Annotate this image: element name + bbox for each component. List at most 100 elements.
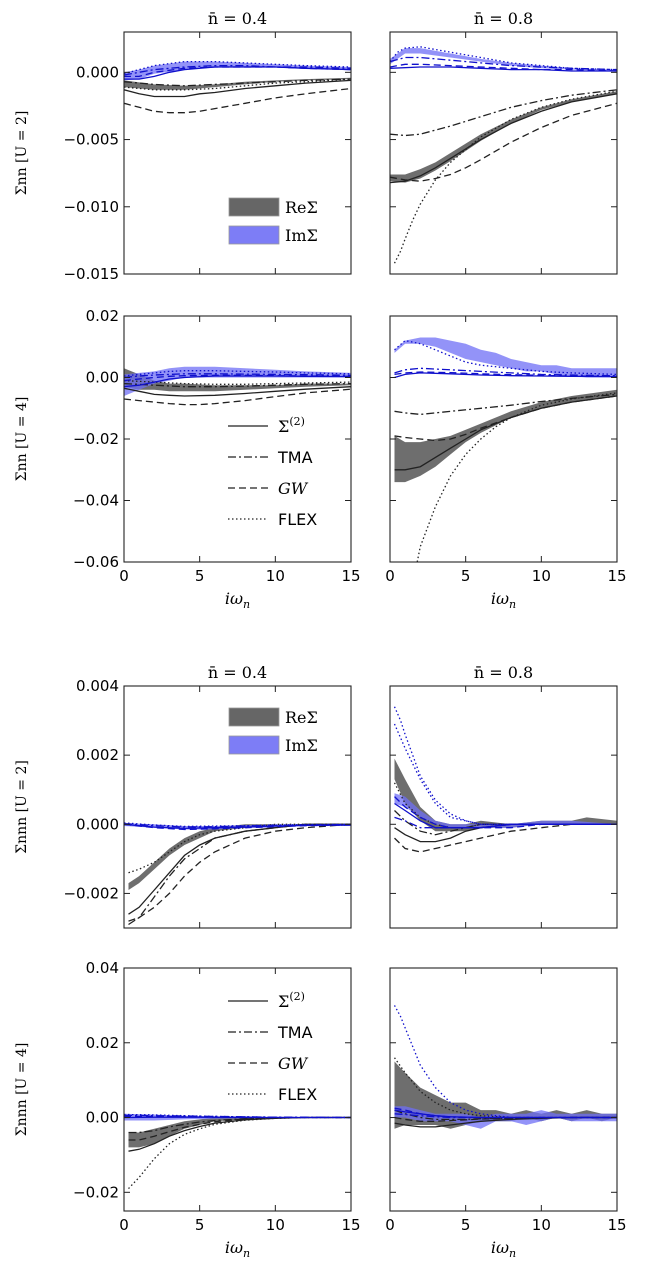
y-tick-label: 0.02 (86, 1034, 119, 1052)
line-im-tma (124, 64, 351, 76)
plot-area (393, 706, 617, 853)
legend-label: FLEX (278, 510, 317, 529)
x-tick-label: 15 (341, 567, 360, 585)
line-im-flex (394, 339, 617, 376)
line-re-gw (394, 395, 617, 442)
plot-area (124, 366, 351, 406)
axes-frame (123, 685, 352, 929)
panel-r3-c1: 0 5 10 15 iωn (385, 967, 627, 1260)
axes-frame (389, 967, 618, 1212)
panel-title: n̄ = 0.8 (474, 9, 533, 28)
y-tick-label: 0.000 (76, 63, 119, 81)
y-tick-label: −0.015 (63, 265, 119, 283)
line-im-gw (124, 823, 351, 831)
axes-frame (389, 31, 618, 275)
line-im-flex (393, 706, 617, 825)
y-tick-label: −0.04 (73, 492, 119, 510)
line-im-tma (124, 373, 351, 379)
line-im-tma (394, 367, 617, 377)
axes-frame (123, 31, 352, 275)
x-tick-label: 15 (341, 1216, 360, 1234)
legend-label: GW (278, 479, 309, 498)
y-tick-label: −0.010 (63, 198, 119, 216)
y-tick-label: −0.005 (63, 131, 119, 149)
panel-title: n̄ = 0.4 (208, 663, 267, 682)
plot-area (124, 1113, 351, 1190)
line-re-tma (124, 382, 351, 388)
legend-label: ReΣ (285, 198, 318, 217)
y-axis-label: Σnnn [U = 2] (14, 760, 30, 854)
x-tick-label: 0 (385, 1216, 395, 1234)
plot-area (393, 1005, 617, 1129)
line-re-2 (394, 395, 617, 471)
band-re (394, 389, 617, 483)
legend-label: TMA (277, 448, 313, 467)
line-re-gw (124, 87, 351, 114)
panel-title: n̄ = 0.4 (208, 9, 267, 28)
line-im-gw (124, 66, 351, 78)
line-re-flex (124, 78, 351, 91)
line-im-flex (124, 1113, 351, 1119)
legend-label-sup: (2) (289, 990, 305, 1003)
plot-area (124, 60, 351, 114)
legend-label: ImΣ (285, 226, 318, 245)
line-re-2 (124, 79, 351, 98)
band-im (124, 61, 351, 81)
legend-label: Σ(2) (278, 990, 305, 1011)
line-re-flex (393, 90, 617, 264)
panel-r1-c1: 0 5 10 15 iωn (385, 315, 627, 611)
band-re (394, 1061, 617, 1129)
legend-fill: ReΣ ImΣ (228, 197, 318, 245)
y-tick-label: 0.004 (76, 677, 119, 695)
line-im-flex (393, 1005, 617, 1119)
band-im (394, 337, 617, 378)
y-axis-label: Σnn [U = 4] (14, 397, 30, 482)
legend-label: TMA (277, 1023, 313, 1042)
y-tick-label: 0.000 (76, 815, 119, 833)
y-axis-label: Σnnn [U = 4] (14, 1043, 30, 1137)
x-tick-label: 15 (607, 567, 626, 585)
x-tick-label: 0 (119, 1216, 129, 1234)
axes-frame (389, 685, 618, 929)
line-re-tma (124, 78, 351, 87)
x-axis-label: iωn (225, 589, 250, 611)
panel-r0-c1: n̄ = 0.8 (389, 9, 618, 275)
y-tick-label: −0.06 (73, 553, 119, 571)
band-re (124, 368, 351, 392)
x-tick-label: 0 (119, 567, 129, 585)
legend-label: ImΣ (285, 736, 318, 755)
line-re-2 (124, 386, 351, 397)
legend-lines: Σ(2) TMA GW FLEX (228, 415, 317, 529)
x-tick-label: 10 (266, 567, 285, 585)
x-axis-label-sub: n (509, 1247, 516, 1260)
panel-r3-c0: 0 5 10 15 0.04 0.02 0.00 −0.02 iωn Σnnn [U = 4] (14, 959, 361, 1260)
x-tick-label: 0 (385, 567, 395, 585)
y-tick-label: −0.02 (73, 1183, 119, 1201)
line-im-flex2 (393, 723, 617, 825)
line-im-flex (390, 46, 617, 71)
line-re-gw (390, 102, 617, 182)
legend-swatch (228, 707, 280, 727)
legend-swatch (228, 197, 280, 217)
y-axis-label: Σnn [U = 2] (14, 111, 30, 196)
x-axis-label-sub: n (243, 598, 250, 611)
panel-r0-c0: 0.000 −0.005 −0.010 −0.015 n̄ = 0.4 Σnn [U = … (14, 9, 352, 283)
x-tick-label: 5 (461, 1216, 471, 1234)
y-tick-label: 0.00 (86, 369, 119, 387)
x-tick-label: 10 (266, 1216, 285, 1234)
line-re-tma (128, 823, 351, 926)
line-re-tma (128, 1116, 351, 1134)
legend-label: FLEX (278, 1085, 317, 1104)
legend-lines: Σ(2) TMA GW FLEX (228, 990, 317, 1104)
panel-r1-c0: 0 5 10 15 0.02 0.00 −0.02 −0.04 −0.06 iωn Σnn [U =… (14, 307, 361, 611)
legend-label: GW (278, 1054, 309, 1073)
plot-area (390, 46, 617, 264)
x-tick-label: 5 (461, 567, 471, 585)
x-axis-label-sub: n (509, 598, 516, 611)
band-re (390, 91, 617, 183)
line-re-gw (394, 823, 617, 853)
panel-r2-c0: 0.004 0.002 0.000 −0.002 n̄ = 0.4 Σnnn [U = 2… (14, 663, 352, 929)
legend-label-sup: (2) (289, 415, 305, 428)
y-tick-label: −0.02 (73, 430, 119, 448)
